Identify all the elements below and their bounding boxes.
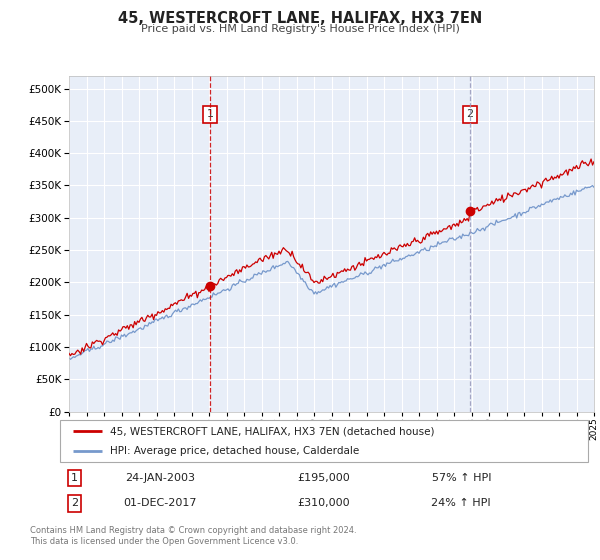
Text: 2: 2 (71, 498, 79, 508)
Text: 1: 1 (207, 109, 214, 119)
Text: 1: 1 (71, 473, 78, 483)
Text: 01-DEC-2017: 01-DEC-2017 (124, 498, 197, 508)
Text: Contains HM Land Registry data © Crown copyright and database right 2024.
This d: Contains HM Land Registry data © Crown c… (30, 526, 356, 546)
Text: 2: 2 (467, 109, 473, 119)
Text: 24-JAN-2003: 24-JAN-2003 (125, 473, 196, 483)
Text: HPI: Average price, detached house, Calderdale: HPI: Average price, detached house, Cald… (110, 446, 359, 456)
Text: 45, WESTERCROFT LANE, HALIFAX, HX3 7EN (detached house): 45, WESTERCROFT LANE, HALIFAX, HX3 7EN (… (110, 426, 434, 436)
Text: 24% ↑ HPI: 24% ↑ HPI (431, 498, 491, 508)
FancyBboxPatch shape (60, 420, 588, 462)
Text: Price paid vs. HM Land Registry's House Price Index (HPI): Price paid vs. HM Land Registry's House … (140, 24, 460, 34)
Text: £195,000: £195,000 (298, 473, 350, 483)
Text: 45, WESTERCROFT LANE, HALIFAX, HX3 7EN: 45, WESTERCROFT LANE, HALIFAX, HX3 7EN (118, 11, 482, 26)
Text: 57% ↑ HPI: 57% ↑ HPI (431, 473, 491, 483)
Text: £310,000: £310,000 (298, 498, 350, 508)
